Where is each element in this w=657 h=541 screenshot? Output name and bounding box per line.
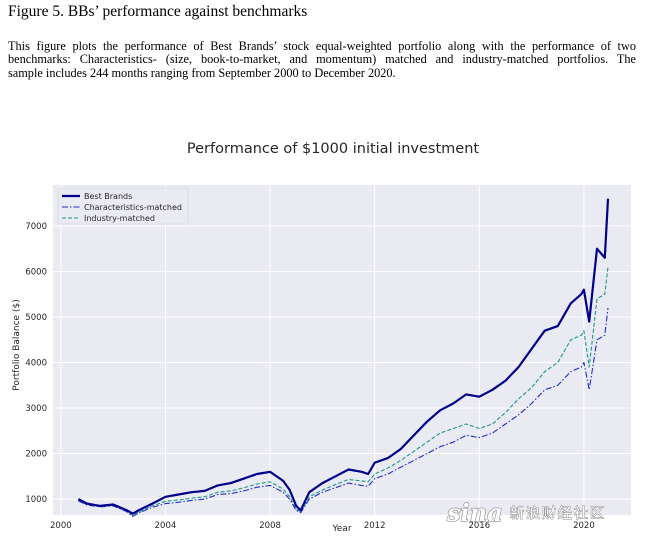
chart-title: Performance of $1000 initial investment bbox=[187, 141, 479, 157]
x-axis-label: Year bbox=[331, 524, 351, 534]
y-axis-ticks: 1000 2000 3000 4000 5000 6000 7000 bbox=[25, 222, 47, 505]
x-tick-label: 2004 bbox=[155, 521, 177, 531]
y-tick-label: 1000 bbox=[25, 495, 47, 505]
y-axis-label: Portfolio Balance ($) bbox=[12, 299, 22, 390]
x-tick-label: 2020 bbox=[573, 521, 595, 531]
caption-line-1: This figure plots the performance of Bes… bbox=[8, 39, 636, 53]
y-tick-label: 5000 bbox=[25, 313, 47, 323]
series-line-best-brands bbox=[77, 198, 610, 515]
series-line-industry-matched bbox=[78, 266, 609, 517]
y-tick-label: 2000 bbox=[25, 450, 47, 460]
figure-caption: This figure plots the performance of Bes… bbox=[8, 39, 636, 80]
series-line-characteristics-matched bbox=[78, 307, 609, 517]
watermark-logo: sina bbox=[446, 498, 503, 527]
grid-lines bbox=[53, 185, 631, 515]
x-axis-ticks: 2000 2004 2008 2012 2016 2020 bbox=[50, 521, 595, 531]
caption-line-3: sample includes 244 months ranging from … bbox=[8, 65, 396, 80]
sina-watermark: sina 新浪财经社区 bbox=[445, 497, 606, 527]
y-tick-label: 4000 bbox=[25, 359, 47, 369]
watermark-text: 新浪财经社区 bbox=[510, 506, 606, 522]
legend-label-characteristics: Characteristics-matched bbox=[84, 203, 182, 212]
plot-area bbox=[53, 185, 631, 515]
y-tick-label: 6000 bbox=[25, 267, 47, 277]
x-tick-label: 2000 bbox=[50, 521, 72, 531]
legend-label-best-brands: Best Brands bbox=[84, 192, 132, 201]
series-lines bbox=[77, 198, 610, 517]
x-tick-label: 2016 bbox=[468, 521, 490, 531]
x-tick-label: 2012 bbox=[364, 521, 386, 531]
y-tick-label: 3000 bbox=[25, 404, 47, 414]
y-tick-label: 7000 bbox=[25, 222, 47, 232]
legend-label-industry: Industry-matched bbox=[84, 214, 155, 223]
x-tick-label: 2008 bbox=[259, 521, 281, 531]
chart-legend: Best Brands Characteristics-matched Indu… bbox=[57, 187, 189, 225]
figure-title: Figure 5. BBs’ performance against bench… bbox=[8, 3, 308, 20]
caption-line-2: benchmarks: Characteristics- (size, book… bbox=[8, 52, 636, 67]
legend-box bbox=[57, 187, 189, 225]
